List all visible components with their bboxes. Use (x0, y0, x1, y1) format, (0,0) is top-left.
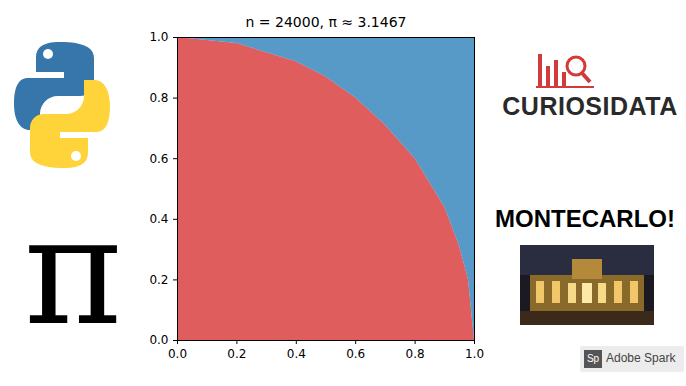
svg-text:1.0: 1.0 (465, 347, 484, 361)
svg-text:n = 24000, π ≈ 3.1467: n = 24000, π ≈ 3.1467 (246, 14, 407, 30)
html-text:CURIOSIDATA: CURIOSIDATA (502, 92, 678, 120)
svg-text:0.2: 0.2 (227, 347, 246, 361)
svg-text:1.0: 1.0 (149, 30, 168, 44)
svg-text:0.6: 0.6 (346, 347, 365, 361)
svg-text:0.2: 0.2 (149, 273, 168, 287)
svg-text:0.8: 0.8 (406, 347, 425, 361)
svg-text:0.8: 0.8 (149, 91, 168, 105)
html-text:Sp: Sp (586, 353, 600, 364)
svg-text:0.4: 0.4 (149, 212, 168, 226)
svg-text:0.0: 0.0 (149, 333, 168, 347)
svg-text:0.4: 0.4 (287, 347, 306, 361)
svg-text:0.0: 0.0 (168, 347, 187, 361)
html-text:MONTECARLO!: MONTECARLO! (495, 205, 675, 232)
svg-text:0.6: 0.6 (149, 152, 168, 166)
html-text:Adobe Spark: Adobe Spark (606, 351, 676, 365)
html-text:π: π (23, 184, 123, 358)
